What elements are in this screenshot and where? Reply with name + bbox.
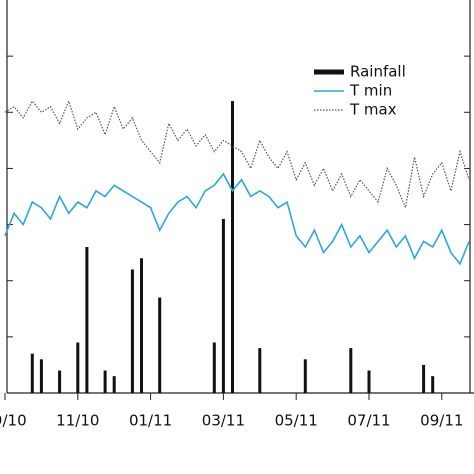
rain-bar — [85, 247, 89, 393]
legend-label: T min — [349, 82, 392, 100]
rain-bar — [130, 269, 134, 393]
rain-bar — [212, 342, 216, 393]
rain-bar — [367, 370, 371, 393]
x-tick-label: 01/11 — [129, 412, 172, 430]
rain-bar — [303, 359, 307, 393]
rain-bar — [422, 364, 426, 393]
x-tick-label: 07/11 — [347, 412, 390, 430]
rain-bar — [103, 370, 107, 393]
rain-bar — [349, 348, 353, 393]
legend-label: T max — [349, 101, 397, 119]
rain-bar — [30, 353, 34, 393]
x-tick-label: 09/10 — [0, 412, 27, 430]
rain-bar — [431, 376, 435, 393]
legend-label: Rainfall — [350, 63, 406, 81]
x-tick-label: 03/11 — [202, 412, 245, 430]
rain-bar — [258, 348, 262, 393]
rain-bar — [140, 258, 143, 393]
rain-bar — [39, 359, 43, 393]
x-tick-label: 11/10 — [56, 412, 99, 430]
series-line — [4, 99, 470, 210]
series-line — [4, 172, 470, 266]
rain-bar — [158, 297, 162, 393]
rain-bar — [221, 218, 225, 393]
x-tick-label: 09/11 — [420, 412, 463, 430]
rain-bar — [58, 370, 62, 393]
rain-bar — [112, 376, 116, 393]
x-tick-label: 05/11 — [275, 412, 318, 430]
rain-bar — [231, 101, 234, 394]
rain-bar — [76, 342, 80, 393]
